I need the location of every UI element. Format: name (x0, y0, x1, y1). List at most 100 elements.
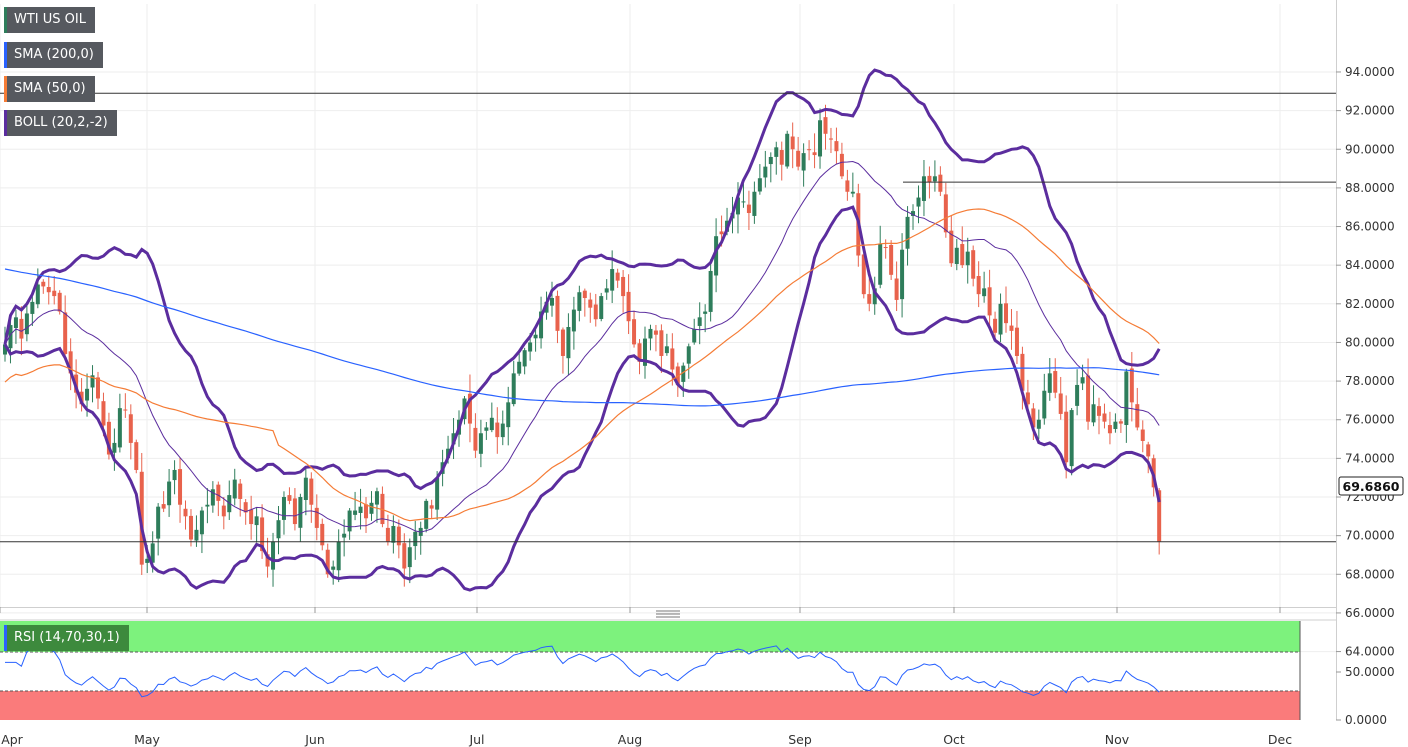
current-price-tag: 69.6860 (1338, 476, 1404, 496)
candle-body (714, 236, 719, 276)
candle-body (68, 351, 73, 374)
candle-body (954, 247, 959, 265)
candle-body (987, 287, 992, 316)
candle-body (752, 191, 757, 216)
candle-body (489, 417, 494, 431)
candle-body (577, 292, 582, 311)
candle-body (506, 402, 511, 428)
candle-body (659, 330, 664, 356)
candle-body (872, 288, 877, 305)
rsi-tick-label: 0.0000 (1345, 713, 1387, 727)
candle-body (1020, 353, 1025, 391)
candle-body (943, 194, 948, 233)
boll-legend[interactable]: BOLL (20,2,-2) (4, 110, 117, 136)
candle-body (544, 301, 549, 313)
candle-body (8, 325, 13, 349)
candle-body (757, 178, 762, 192)
candle-body (407, 547, 412, 568)
candle-body (779, 150, 784, 165)
candle-body (511, 373, 516, 405)
candle-body (374, 491, 379, 505)
candle-body (894, 278, 899, 300)
x-tick-label: Jul (468, 732, 484, 747)
panel-resize-handle[interactable] (656, 610, 680, 618)
candle-body (883, 247, 888, 249)
candle-body (812, 152, 817, 156)
candle-body (134, 442, 139, 470)
candle-body (818, 120, 823, 157)
y-tick-label: 64.0000 (1345, 645, 1395, 659)
candle-body (1091, 404, 1096, 423)
y-tick-label: 68.0000 (1345, 567, 1395, 581)
candle-body (364, 504, 369, 519)
sma200-legend[interactable]: SMA (200,0) (4, 42, 103, 68)
boll-lower-line (3, 205, 1161, 592)
candle-body (123, 409, 128, 411)
candle-body (19, 318, 24, 339)
candle-body (834, 141, 839, 152)
candle-body (167, 481, 172, 506)
candle-body (1058, 393, 1063, 414)
candle-body (867, 294, 872, 304)
candle-body (533, 334, 538, 339)
candle-body (621, 276, 626, 297)
x-tick-label: Sep (788, 732, 812, 747)
candle-body (161, 504, 166, 509)
candle-body (353, 510, 358, 515)
candle-body (1086, 375, 1091, 422)
candle-body (604, 288, 609, 293)
candle-body (156, 506, 161, 539)
boll-upper-line (3, 68, 1161, 491)
candle-body (719, 231, 724, 235)
boll-label: BOLL (20,2,-2) (14, 115, 108, 130)
price-axis: 94.0000 92.0000 90.0000 88.0000 86.0000 84.00… (1336, 65, 1395, 659)
candle-body (347, 510, 352, 532)
candle-body (265, 554, 270, 567)
candle-body (763, 166, 768, 178)
rsi-label: RSI (14,70,30,1) (14, 630, 120, 645)
candle-body (785, 133, 790, 167)
candle-body (560, 329, 565, 356)
candle-body (435, 477, 440, 510)
candle-body (249, 509, 254, 525)
y-tick-label: 76.0000 (1345, 413, 1395, 427)
candle-body (243, 502, 248, 513)
candle-body (1014, 327, 1019, 356)
candle-body (90, 375, 95, 388)
candle-body (1118, 421, 1123, 424)
candle-body (424, 500, 429, 529)
candle-body (57, 292, 62, 312)
symbol-legend[interactable]: WTI US OIL (4, 7, 95, 33)
candle-body (292, 498, 297, 525)
x-tick-label: Oct (943, 732, 965, 747)
candle-body (889, 244, 894, 275)
candle-body (1053, 371, 1058, 393)
candle-body (916, 197, 921, 207)
x-tick-label: Aug (618, 732, 642, 747)
candle-body (615, 272, 620, 281)
candle-body (41, 281, 46, 287)
candle-body (845, 180, 850, 192)
candle-body (982, 288, 987, 297)
candle-body (522, 350, 527, 367)
candle-body (391, 525, 396, 543)
candle-body (1157, 490, 1162, 542)
candle-body (183, 508, 188, 517)
candle-body (839, 153, 844, 177)
candle-body (320, 523, 325, 546)
candle-body (632, 319, 637, 345)
candle-body (309, 478, 314, 505)
candle-body (221, 505, 226, 517)
candle-body (79, 391, 84, 405)
candle-body (1146, 444, 1151, 457)
candle-body (976, 276, 981, 295)
candle-body (342, 533, 347, 538)
candle-body (588, 299, 593, 308)
rsi-legend[interactable]: RSI (14,70,30,1) (4, 625, 129, 651)
candle-body (139, 471, 144, 565)
candle-body (571, 309, 576, 332)
sma50-legend[interactable]: SMA (50,0) (4, 76, 95, 102)
candle-body (642, 338, 647, 366)
candle-body (1025, 392, 1030, 405)
